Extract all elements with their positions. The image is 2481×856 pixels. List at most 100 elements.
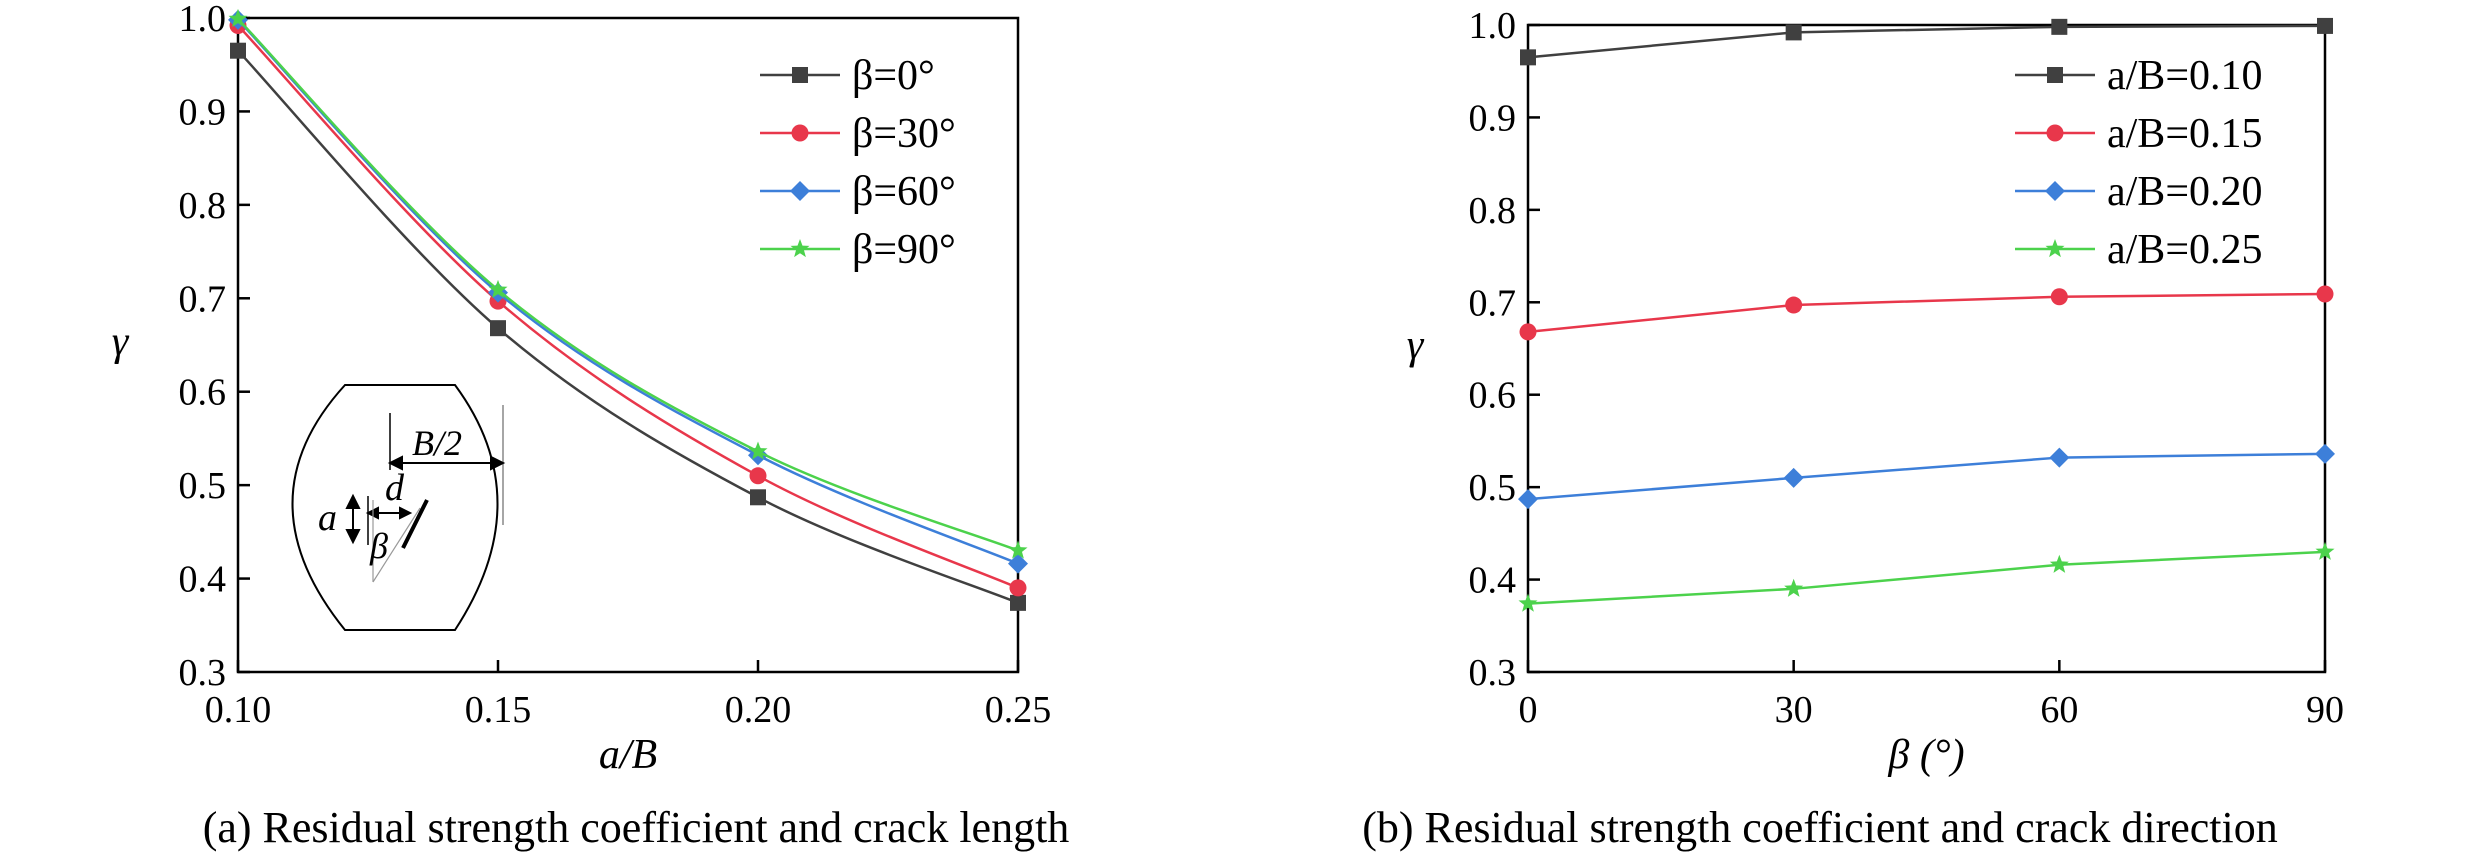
series-a-b-0-15 (1519, 285, 2334, 341)
data-point (1518, 593, 1538, 612)
legend-marker (2045, 181, 2065, 201)
half-width-arrow-left (387, 455, 403, 471)
inset-label-crack-length: a (318, 497, 337, 539)
data-point (2050, 288, 2068, 306)
inset-label-distance: d (385, 467, 405, 509)
y-axis-label: γ (1407, 323, 1425, 369)
data-point (2317, 17, 2333, 34)
series-a-b-0-25 (1518, 541, 2335, 612)
data-point (750, 489, 766, 506)
specimen-outline (291, 384, 499, 631)
inset-label-angle: β (369, 526, 388, 566)
crack-length-arrow-bottom (345, 529, 361, 545)
y-tick-label: 0.7 (179, 278, 227, 320)
y-tick-label: 1.0 (1469, 5, 1517, 47)
legend-label: β=90° (852, 227, 956, 273)
series-line (237, 19, 1019, 565)
series-line (1527, 24, 2326, 59)
legend-label: a/B=0.25 (2107, 227, 2263, 273)
plot-frame (1526, 23, 2327, 674)
legend-marker (2047, 67, 2063, 83)
distance-arrow-right (399, 506, 413, 520)
y-tick-label: 0.6 (1469, 375, 1517, 417)
legend-marker (791, 124, 809, 142)
y-tick-label: 0.9 (1469, 97, 1517, 139)
series-line (1527, 292, 2326, 334)
chart-residual-vs-crack-length: 0.3 0.4 0.5 0.6 0.7 0.8 0.9 1.0 0.10 0.15 0.20 0.25… (112, 0, 1052, 778)
legend-label: a/B=0.15 (2107, 111, 2263, 157)
crack-line (401, 499, 429, 549)
series-line (237, 24, 1019, 590)
data-point (2315, 541, 2335, 560)
data-point (1009, 579, 1027, 597)
series-line (237, 49, 1019, 605)
data-point (1785, 296, 1803, 314)
legend-marker (790, 239, 810, 258)
legend-marker (792, 67, 808, 83)
x-axis-label: β (°) (1887, 732, 1964, 778)
legend-label: β=30° (852, 111, 956, 157)
y-tick-label: 0.8 (179, 185, 227, 227)
plot-frame (236, 16, 1020, 674)
x-tick-label: 30 (1775, 689, 1813, 731)
data-point (2315, 443, 2335, 464)
caption-a: (a) Residual strength coefficient and cr… (203, 803, 1070, 852)
data-point (1519, 323, 1537, 341)
legend-label: β=60° (852, 169, 956, 215)
series-line (237, 18, 1019, 552)
data-point (1783, 467, 1804, 488)
data-point (228, 8, 248, 28)
x-tick-label: 60 (2040, 689, 2078, 731)
x-tick-label: 0.20 (725, 689, 792, 731)
half-width-arrow-right (490, 455, 506, 471)
x-tick-label: 0.15 (465, 689, 532, 731)
data-point (230, 42, 246, 59)
data-point (1518, 489, 1538, 510)
legend: a/B=0.10 a/B=0.15 a/B=0.20 a/B=0.25 (2015, 53, 2263, 273)
data-point (2316, 285, 2334, 303)
data-point (1010, 594, 1026, 611)
crack-schematic-inset: B/2 a d β (291, 384, 506, 631)
x-tick-label: 0 (1519, 689, 1538, 731)
x-tick-label: 0.25 (985, 689, 1052, 731)
y-tick-label: 0.7 (1469, 282, 1517, 324)
series-0 (230, 42, 1026, 611)
x-axis-label: a/B (599, 732, 657, 778)
legend-marker (790, 181, 810, 201)
inset-label-half-width: B/2 (412, 423, 462, 463)
y-tick-label: 0.3 (1469, 652, 1517, 694)
data-point (748, 441, 768, 460)
data-point (488, 279, 508, 298)
x-tick-label: 0.10 (205, 689, 272, 731)
series-a-b-0-10 (1520, 17, 2333, 66)
data-point (2051, 18, 2068, 35)
y-tick-label: 0.5 (179, 465, 227, 507)
y-tick-label: 0.6 (179, 372, 227, 414)
y-axis-label: γ (112, 319, 130, 365)
data-point (1008, 540, 1028, 559)
legend-label: a/B=0.20 (2107, 169, 2263, 215)
data-point (490, 320, 506, 337)
y-tick-label: 0.3 (179, 652, 227, 694)
chart-residual-vs-crack-direction: 0.3 0.4 0.5 0.6 0.7 0.8 0.9 1.0 0 30 60 90 β (°) γ a/B… (1407, 5, 2344, 778)
series-line (1527, 452, 2326, 501)
legend-marker (2045, 239, 2065, 258)
data-point (2049, 447, 2070, 468)
data-point (1785, 24, 1802, 41)
y-tick-label: 0.4 (179, 559, 227, 601)
data-point (1784, 578, 1804, 597)
y-tick-label: 1.0 (179, 0, 227, 40)
data-point (1520, 49, 1536, 66)
legend-label: a/B=0.10 (2107, 53, 2263, 99)
data-point (1008, 553, 1028, 574)
crack-length-arrow-top (345, 493, 361, 509)
y-tick-label: 0.4 (1469, 560, 1517, 602)
y-tick-label: 0.9 (179, 91, 227, 133)
angle-ref-diagonal (372, 507, 421, 583)
caption-b: (b) Residual strength coefficient and cr… (1362, 803, 2278, 852)
series-30 (229, 16, 1027, 597)
series-a-b-0-20 (1518, 443, 2335, 510)
legend-label: β=0° (852, 53, 935, 99)
data-point (2049, 554, 2069, 573)
